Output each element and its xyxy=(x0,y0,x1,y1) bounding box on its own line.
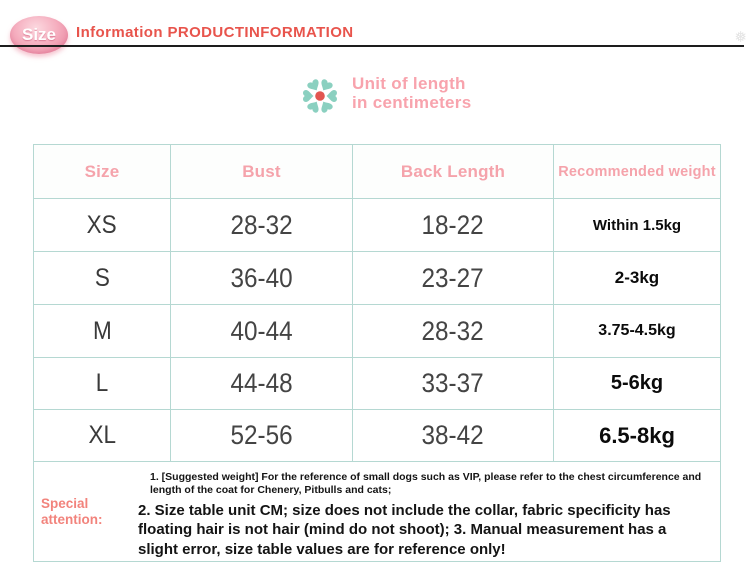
table-row: XL 52-56 38-42 6.5-8kg xyxy=(33,409,721,462)
weight-cell: 2-3kg xyxy=(553,251,721,305)
weight-cell: 6.5-8kg xyxy=(553,409,721,462)
unit-note-line1: Unit of length xyxy=(352,74,466,93)
notes-cell: Special attention: 1. [Suggested weight]… xyxy=(33,461,721,562)
header-divider xyxy=(0,45,744,47)
bust-cell: 44-48 xyxy=(170,357,353,410)
column-header-weight: Recommended weight xyxy=(553,144,721,199)
back-length-cell: 28-32 xyxy=(352,304,554,358)
back-length-cell: 18-22 xyxy=(352,198,554,252)
back-length-cell: 33-37 xyxy=(352,357,554,410)
size-cell: XS xyxy=(33,198,171,252)
table-row: S 36-40 23-27 2-3kg xyxy=(33,251,721,305)
size-cell: L xyxy=(33,357,171,410)
weight-cell: 5-6kg xyxy=(553,357,721,410)
back-length-cell: 38-42 xyxy=(352,409,554,462)
table-row: M 40-44 28-32 3.75-4.5kg xyxy=(33,304,721,358)
weight-cell: Within 1.5kg xyxy=(553,198,721,252)
unit-note: Unit of length in centimeters xyxy=(296,70,471,120)
size-badge-label: Size xyxy=(21,25,57,44)
size-cell: M xyxy=(33,304,171,358)
sparkle-ornament-icon: ❅ xyxy=(734,29,747,46)
size-table: Size Bust Back Length Recommended weight… xyxy=(33,144,721,562)
unit-note-line2: in centimeters xyxy=(352,93,472,112)
bust-cell: 28-32 xyxy=(170,198,353,252)
note-suggested-weight: 1. [Suggested weight] For the reference … xyxy=(150,470,702,497)
back-length-cell: 23-27 xyxy=(352,251,554,305)
column-header-bust: Bust xyxy=(170,144,353,199)
column-header-back-length: Back Length xyxy=(352,144,554,199)
bust-cell: 52-56 xyxy=(170,409,353,462)
size-cell: S xyxy=(33,251,171,305)
bust-cell: 36-40 xyxy=(170,251,353,305)
column-header-size: Size xyxy=(33,144,171,199)
table-row: L 44-48 33-37 5-6kg xyxy=(33,357,721,410)
table-header-row: Size Bust Back Length Recommended weight xyxy=(33,144,721,199)
note-measurement: 2. Size table unit CM; size does not inc… xyxy=(138,501,671,558)
page-title: Information PRODUCTINFORMATION xyxy=(76,24,354,41)
size-badge: Size xyxy=(10,16,68,54)
notes-body: 1. [Suggested weight] For the reference … xyxy=(134,464,720,560)
flower-icon xyxy=(303,79,337,113)
special-attention-label: Special attention: xyxy=(41,495,103,527)
bust-cell: 40-44 xyxy=(170,304,353,358)
size-cell: XL xyxy=(33,409,171,462)
table-row: XS 28-32 18-22 Within 1.5kg xyxy=(33,198,721,252)
weight-cell: 3.75-4.5kg xyxy=(553,304,721,358)
unit-note-text: Unit of length in centimeters xyxy=(352,70,471,112)
notes-row: Special attention: 1. [Suggested weight]… xyxy=(33,461,721,562)
